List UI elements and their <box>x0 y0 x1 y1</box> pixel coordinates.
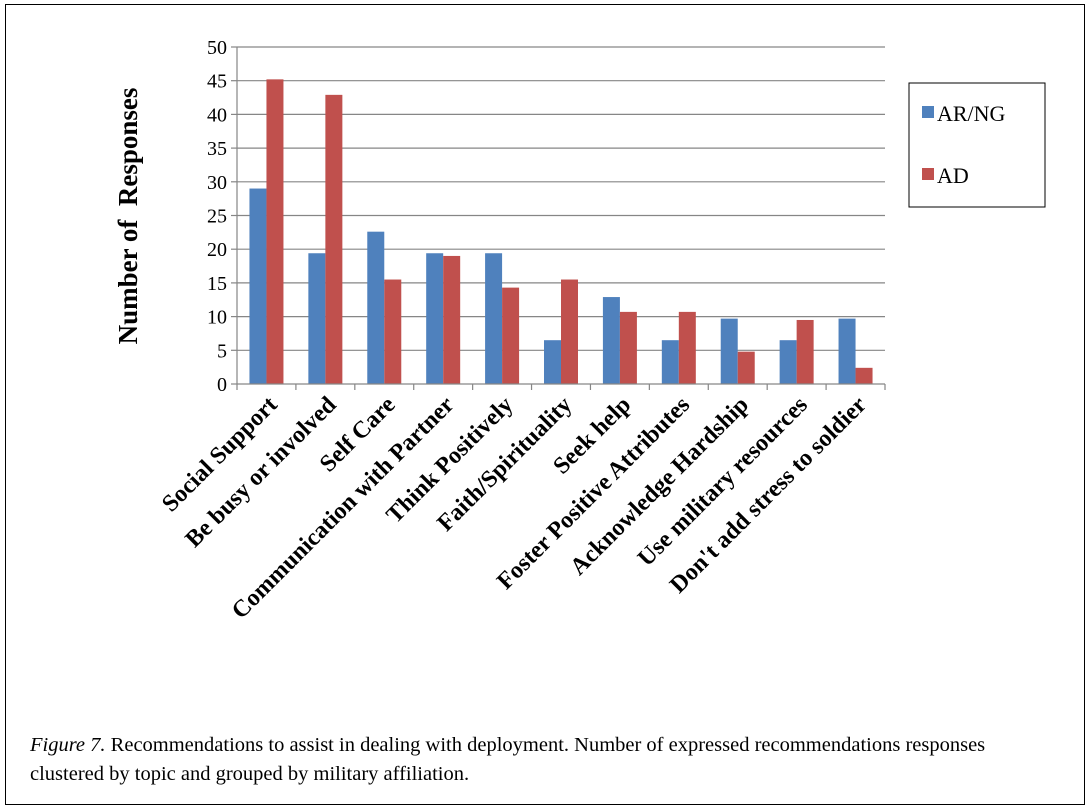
y-tick-label: 20 <box>207 239 227 261</box>
bar-ad <box>678 311 696 384</box>
caption-text: Recommendations to assist in dealing wit… <box>30 734 986 785</box>
legend: AR/NG AD <box>908 82 1046 208</box>
bar-ad <box>796 319 814 384</box>
bar-arng <box>485 253 503 384</box>
bar-arng <box>426 253 444 384</box>
y-tick-label: 10 <box>207 307 227 329</box>
bar-arng <box>838 318 856 384</box>
bar-ad <box>855 367 873 384</box>
bar-ad <box>619 311 637 384</box>
legend-label: AR/NG <box>937 101 1006 126</box>
bars <box>249 79 873 385</box>
bar-arng <box>779 340 797 384</box>
bar-ad <box>384 279 402 384</box>
bar-arng <box>367 231 385 384</box>
bar-ad <box>561 279 578 384</box>
y-tick-label: 5 <box>217 340 227 362</box>
bar-ad <box>266 79 284 385</box>
bar-ad <box>443 255 461 384</box>
y-tick-label: 40 <box>207 104 227 126</box>
figure-caption: Figure 7. Recommendations to assist in d… <box>30 731 1060 789</box>
y-tick-label: 45 <box>207 71 227 93</box>
y-tick-label: 50 <box>207 37 227 59</box>
bar-arng <box>249 188 267 384</box>
y-tick-label: 25 <box>207 206 227 228</box>
bar-ad <box>737 351 755 384</box>
caption-label: Figure 7. <box>30 734 106 756</box>
legend-box <box>908 82 1046 208</box>
bar-ad <box>502 287 520 384</box>
bar-arng <box>602 297 620 384</box>
bar-ad <box>325 94 343 384</box>
bar-arng <box>661 340 679 384</box>
figure-frame <box>5 4 1085 805</box>
y-tick-label: 35 <box>207 138 227 160</box>
y-tick-label: 15 <box>207 273 227 295</box>
axes <box>236 47 885 385</box>
y-tick-label: 30 <box>207 172 227 194</box>
legend-swatch <box>922 168 934 180</box>
gridlines <box>231 46 886 390</box>
legend-label: AD <box>937 163 969 188</box>
y-axis-label: Number of Responses <box>113 88 143 345</box>
y-tick-labels: 0 5 10 15 20 25 30 35 40 45 50 <box>207 37 227 396</box>
bar-arng <box>720 318 738 384</box>
bar-arng <box>544 340 561 384</box>
legend-swatch <box>922 106 934 118</box>
y-tick-label: 0 <box>217 374 227 396</box>
bar-arng <box>308 253 326 384</box>
